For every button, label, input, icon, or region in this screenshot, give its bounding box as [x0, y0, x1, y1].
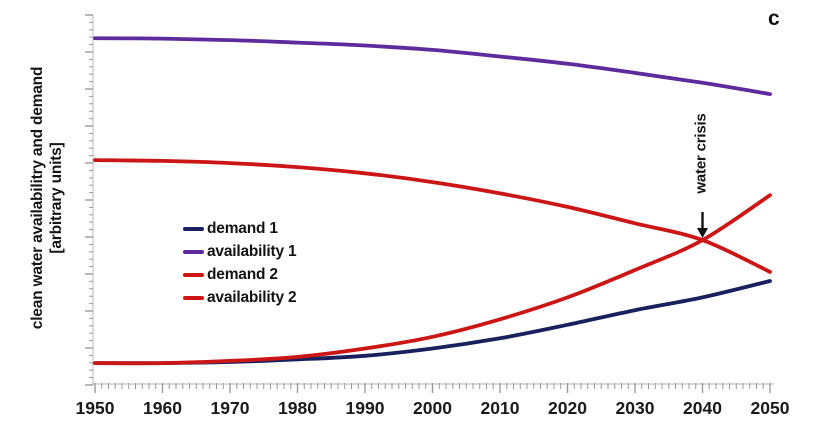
y-axis-label: clean water availabilitry and demand [ar…: [28, 36, 72, 360]
x-tick-label: 2010: [481, 398, 520, 418]
x-tick-label: 1970: [211, 398, 250, 418]
x-tick-label: 1960: [143, 398, 182, 418]
legend-label: availability 2: [207, 288, 297, 306]
legend-swatch: [183, 226, 204, 231]
legend: demand 1 availability 1 demand 2 availabili…: [183, 217, 297, 309]
x-tick-label: 2020: [548, 398, 587, 418]
panel-label: c: [768, 7, 780, 30]
legend-item: demand 1: [183, 217, 296, 240]
curve-availability-1: [93, 36, 772, 96]
legend-swatch: [183, 295, 204, 300]
x-tick-label: 2030: [616, 398, 655, 418]
x-tick-label: 2050: [751, 398, 790, 418]
x-tick-label: 1950: [76, 398, 115, 418]
x-tick-label: 1980: [278, 398, 317, 418]
curve-availability-2: [93, 158, 772, 274]
legend-swatch: [183, 249, 204, 254]
legend-label: demand 1: [207, 219, 278, 237]
legend-swatch: [183, 272, 204, 277]
legend-label: demand 2: [207, 265, 278, 283]
legend-item: availability 2: [183, 286, 297, 309]
legend-item: demand 2: [183, 263, 296, 286]
legend-label: availability 1: [207, 242, 297, 260]
y-axis-label-line1: clean water availabilitry and demand: [29, 66, 46, 330]
y-axis-label-line2: [arbitrary units]: [48, 142, 66, 254]
x-tick-label: 2040: [683, 398, 722, 418]
curve-demand-2: [93, 193, 772, 366]
legend-item: availability 1: [183, 240, 297, 263]
water-crisis-annotation: water crisis: [692, 113, 710, 194]
x-tick-label: 2000: [413, 398, 452, 418]
x-tick-label: 1990: [346, 398, 385, 418]
water-crisis-arrow-head: [697, 228, 708, 238]
